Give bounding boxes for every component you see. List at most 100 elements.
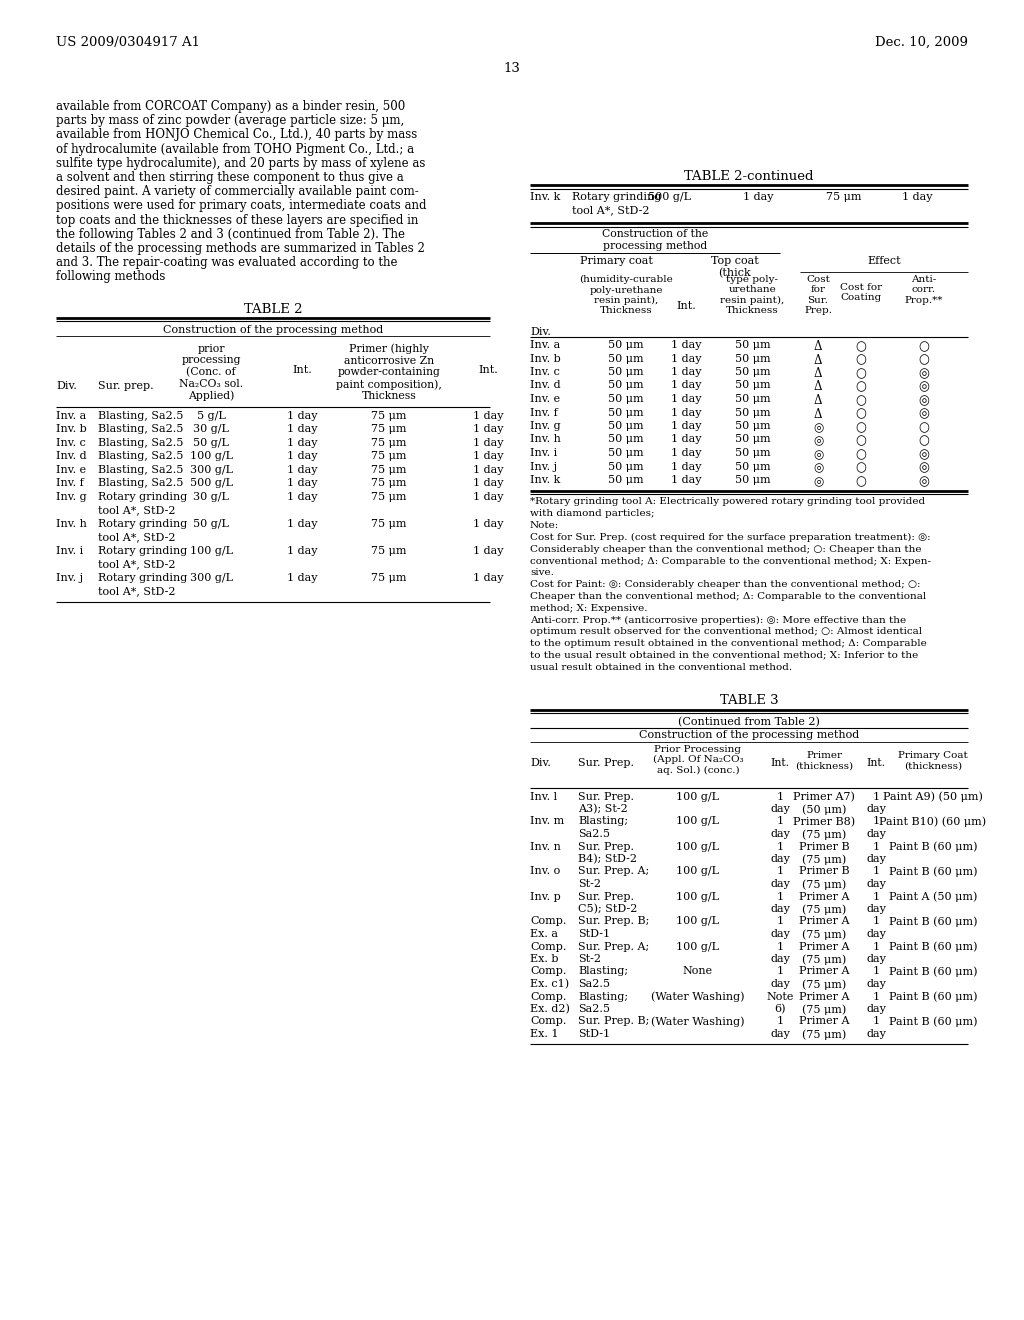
Text: Paint A9) (50 μm): Paint A9) (50 μm) — [883, 792, 983, 803]
Text: day: day — [770, 904, 790, 913]
Text: optimum result observed for the conventional method; ○: Almost identical: optimum result observed for the conventi… — [530, 627, 923, 636]
Text: Inv. c: Inv. c — [56, 438, 86, 447]
Text: 50 μm: 50 μm — [734, 408, 770, 417]
Text: 1: 1 — [776, 966, 783, 977]
Text: StD-1: StD-1 — [578, 1030, 610, 1039]
Text: Inv. d: Inv. d — [530, 380, 560, 391]
Text: Sur. Prep. B;: Sur. Prep. B; — [578, 1016, 649, 1027]
Text: 100 g/L: 100 g/L — [677, 792, 720, 801]
Text: Rotary grinding: Rotary grinding — [98, 573, 187, 582]
Text: parts by mass of zinc powder (average particle size: 5 μm,: parts by mass of zinc powder (average pa… — [56, 115, 404, 127]
Text: 1: 1 — [872, 916, 880, 927]
Text: day: day — [770, 954, 790, 964]
Text: Blasting, Sa2.5: Blasting, Sa2.5 — [98, 465, 183, 475]
Text: sulfite type hydrocalumite), and 20 parts by mass of xylene as: sulfite type hydrocalumite), and 20 part… — [56, 157, 425, 170]
Text: 100 g/L: 100 g/L — [189, 451, 232, 461]
Text: Int.: Int. — [866, 759, 886, 768]
Text: ◎: ◎ — [813, 421, 823, 434]
Text: Paint B (60 μm): Paint B (60 μm) — [889, 866, 977, 876]
Text: Int.: Int. — [676, 301, 696, 312]
Text: 75 μm: 75 μm — [826, 191, 862, 202]
Text: 1 day: 1 day — [287, 519, 317, 528]
Text: available from CORCOAT Company) as a binder resin, 500: available from CORCOAT Company) as a bin… — [56, 100, 406, 114]
Text: 50 μm: 50 μm — [608, 354, 644, 363]
Text: Inv. g: Inv. g — [530, 421, 560, 432]
Text: 50 μm: 50 μm — [734, 367, 770, 378]
Text: ◎: ◎ — [919, 475, 930, 488]
Text: Δ: Δ — [814, 354, 822, 367]
Text: Cost for
Coating: Cost for Coating — [840, 282, 882, 302]
Text: day: day — [866, 904, 886, 913]
Text: (75 μm): (75 μm) — [802, 979, 846, 990]
Text: tool A*, StD-2: tool A*, StD-2 — [98, 560, 175, 569]
Text: Sur. Prep.: Sur. Prep. — [578, 759, 634, 768]
Text: available from HONJO Chemical Co., Ltd.), 40 parts by mass: available from HONJO Chemical Co., Ltd.)… — [56, 128, 417, 141]
Text: 1 day: 1 day — [742, 191, 773, 202]
Text: Sa2.5: Sa2.5 — [578, 979, 610, 989]
Text: Int.: Int. — [292, 364, 312, 375]
Text: Cheaper than the conventional method; Δ: Comparable to the conventional: Cheaper than the conventional method; Δ:… — [530, 591, 927, 601]
Text: with diamond particles;: with diamond particles; — [530, 510, 654, 519]
Text: and 3. The repair-coating was evaluated according to the: and 3. The repair-coating was evaluated … — [56, 256, 397, 269]
Text: Δ: Δ — [814, 408, 822, 421]
Text: 1: 1 — [776, 941, 783, 952]
Text: Inv. a: Inv. a — [56, 411, 86, 421]
Text: Blasting, Sa2.5: Blasting, Sa2.5 — [98, 438, 183, 447]
Text: Sur. prep.: Sur. prep. — [98, 380, 154, 391]
Text: ○: ○ — [856, 462, 866, 474]
Text: 30 g/L: 30 g/L — [194, 491, 229, 502]
Text: Note: Note — [766, 991, 794, 1002]
Text: Primary Coat
(thickness): Primary Coat (thickness) — [898, 751, 968, 771]
Text: Inv. p: Inv. p — [530, 891, 561, 902]
Text: 1: 1 — [776, 866, 783, 876]
Text: *Rotary grinding tool A: Electrically powered rotary grinding tool provided: *Rotary grinding tool A: Electrically po… — [530, 498, 925, 507]
Text: Primer A: Primer A — [799, 966, 849, 977]
Text: TABLE 3: TABLE 3 — [720, 694, 778, 708]
Text: Effect: Effect — [867, 256, 901, 267]
Text: 500 g/L: 500 g/L — [189, 478, 232, 488]
Text: day: day — [770, 979, 790, 989]
Text: 1 day: 1 day — [671, 462, 701, 471]
Text: 100 g/L: 100 g/L — [677, 866, 720, 876]
Text: Anti-
corr.
Prop.**: Anti- corr. Prop.** — [905, 275, 943, 305]
Text: Paint B (60 μm): Paint B (60 μm) — [889, 842, 977, 853]
Text: 75 μm: 75 μm — [372, 451, 407, 461]
Text: 1 day: 1 day — [671, 475, 701, 484]
Text: 5 g/L: 5 g/L — [197, 411, 225, 421]
Text: Inv. j: Inv. j — [530, 462, 557, 471]
Text: 1 day: 1 day — [287, 424, 317, 434]
Text: Construction of the processing method: Construction of the processing method — [639, 730, 859, 741]
Text: Primer
(thickness): Primer (thickness) — [795, 751, 853, 771]
Text: Considerably cheaper than the conventional method; ○: Cheaper than the: Considerably cheaper than the convention… — [530, 545, 922, 553]
Text: Div.: Div. — [530, 327, 551, 337]
Text: 1: 1 — [776, 792, 783, 801]
Text: ○: ○ — [919, 434, 930, 447]
Text: Inv. n: Inv. n — [530, 842, 561, 851]
Text: day: day — [770, 854, 790, 865]
Text: Comp.: Comp. — [530, 1016, 566, 1027]
Text: Δ: Δ — [814, 393, 822, 407]
Text: prior
processing
(Conc. of
Na₂CO₃ sol.
Applied): prior processing (Conc. of Na₂CO₃ sol. A… — [179, 343, 243, 401]
Text: ○: ○ — [856, 380, 866, 393]
Text: Inv. e: Inv. e — [530, 393, 560, 404]
Text: ◎: ◎ — [919, 393, 930, 407]
Text: Sur. Prep.: Sur. Prep. — [578, 891, 634, 902]
Text: Δ: Δ — [814, 367, 822, 380]
Text: 50 μm: 50 μm — [734, 447, 770, 458]
Text: 50 μm: 50 μm — [608, 462, 644, 471]
Text: ◎: ◎ — [919, 462, 930, 474]
Text: 1 day: 1 day — [473, 545, 503, 556]
Text: Inv. a: Inv. a — [530, 341, 560, 350]
Text: 75 μm: 75 μm — [372, 411, 407, 421]
Text: (75 μm): (75 μm) — [802, 1030, 846, 1040]
Text: Paint A (50 μm): Paint A (50 μm) — [889, 891, 977, 902]
Text: Int.: Int. — [478, 364, 498, 375]
Text: to the usual result obtained in the conventional method; X: Inferior to the: to the usual result obtained in the conv… — [530, 651, 919, 660]
Text: ○: ○ — [856, 354, 866, 367]
Text: Prior Processing
(Appl. Of Na₂CO₃
aq. Sol.) (conc.): Prior Processing (Appl. Of Na₂CO₃ aq. So… — [652, 744, 743, 775]
Text: day: day — [770, 1030, 790, 1039]
Text: day: day — [866, 804, 886, 814]
Text: 1 day: 1 day — [671, 367, 701, 378]
Text: Construction of the processing method: Construction of the processing method — [163, 325, 383, 334]
Text: 1: 1 — [872, 792, 880, 801]
